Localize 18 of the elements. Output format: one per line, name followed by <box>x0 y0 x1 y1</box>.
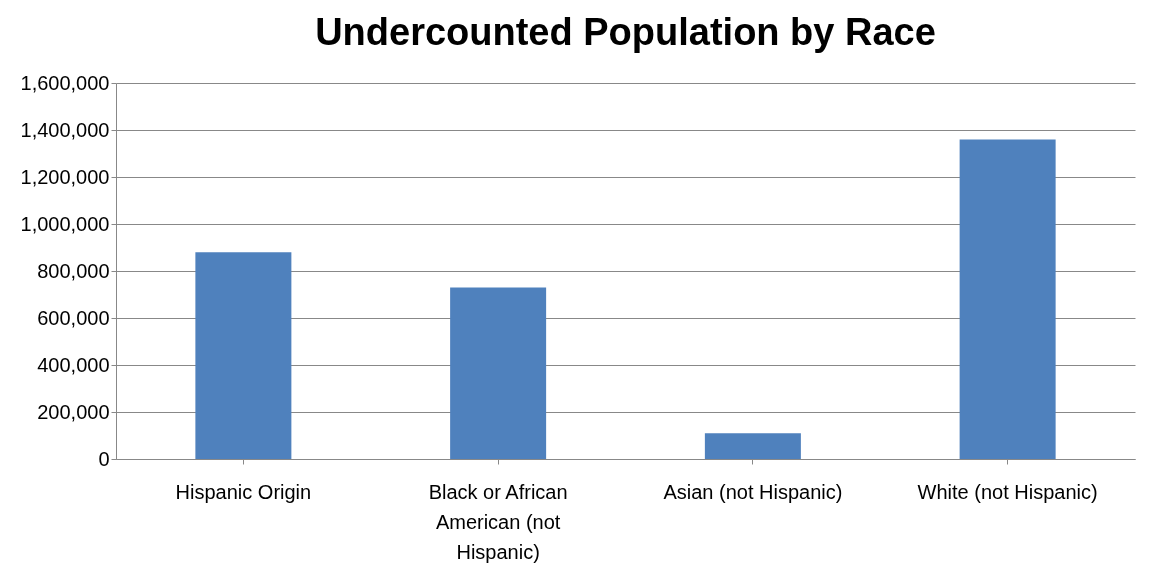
x-tick-label: Hispanic Origin <box>175 480 312 503</box>
x-tick-label: White (not Hispanic) <box>917 480 1098 503</box>
x-tick-label: Black or African American (not Hispanic) <box>428 480 568 563</box>
bar <box>704 433 801 459</box>
bar <box>450 287 547 459</box>
x-tick-label: Asian (not Hispanic) <box>663 480 843 503</box>
y-tick-label: 1,600,000 <box>20 71 110 94</box>
y-tick-label: 800,000 <box>37 259 110 282</box>
y-tick-label: 1,400,000 <box>20 118 110 141</box>
y-tick-label: 600,000 <box>37 306 110 329</box>
chart-title: Undercounted Population by Race <box>315 11 936 53</box>
bar <box>195 252 292 459</box>
y-tick-label: 400,000 <box>37 353 110 376</box>
y-tick-label: 0 <box>98 447 110 470</box>
bar <box>959 139 1056 459</box>
y-tick-label: 200,000 <box>37 400 110 423</box>
y-tick-label: 1,000,000 <box>20 212 110 235</box>
y-tick-label: 1,200,000 <box>20 165 110 188</box>
